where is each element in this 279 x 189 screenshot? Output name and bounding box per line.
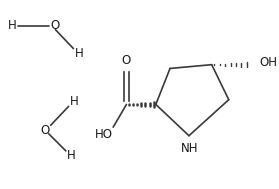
Text: H: H — [67, 149, 76, 162]
Text: O: O — [40, 124, 50, 136]
Text: H: H — [75, 47, 83, 60]
Text: O: O — [51, 19, 60, 32]
Text: OH: OH — [259, 56, 277, 69]
Text: H: H — [8, 19, 16, 32]
Text: NH: NH — [181, 142, 199, 155]
Text: HO: HO — [95, 128, 113, 141]
Text: H: H — [70, 95, 79, 108]
Text: O: O — [122, 54, 131, 67]
